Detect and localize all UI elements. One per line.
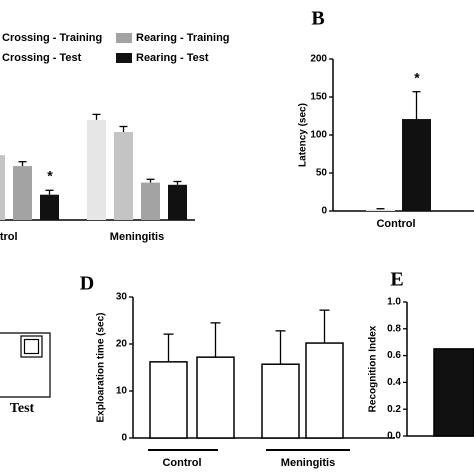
bar: [366, 209, 395, 211]
object-inner: [23, 338, 40, 355]
y-tick-label: 0.6: [387, 350, 401, 361]
bar: [40, 194, 59, 220]
y-tick-label: 0.0: [387, 431, 401, 442]
diagram-label: Test: [10, 401, 35, 416]
bar: [261, 363, 300, 439]
panel-c-diagram: Test: [0, 332, 51, 416]
y-tick-label: 20: [116, 339, 128, 350]
x-tick-label: Meningitis: [281, 457, 335, 469]
legend-label: Crossing - Training: [2, 32, 102, 44]
x-tick-label: Control: [0, 231, 18, 243]
bar: [141, 182, 160, 220]
legend-label: Rearing - Training: [136, 32, 230, 44]
y-tick-label: 0.4: [387, 377, 401, 388]
y-tick-label: 0: [321, 206, 327, 217]
bar: [87, 119, 106, 220]
bar: [13, 166, 32, 220]
bar: [196, 356, 235, 439]
y-axis-label: Latency (sec): [298, 103, 309, 167]
y-tick-label: 30: [116, 292, 128, 303]
bar: [149, 361, 188, 439]
legend-label: Rearing - Test: [136, 52, 209, 64]
object: [20, 335, 43, 358]
legend-label: Crossing - Test: [2, 52, 82, 64]
y-tick-label: 100: [310, 130, 327, 141]
bar: [305, 342, 344, 439]
y-tick-label: 1.0: [387, 297, 401, 308]
y-axis-label: Recognition Index: [368, 325, 379, 412]
y-tick-label: 0: [121, 433, 127, 444]
bar: [0, 155, 5, 220]
y-tick-label: 50: [316, 168, 328, 179]
panel-letter: E: [390, 269, 403, 291]
bar: [433, 348, 474, 437]
bar: [168, 184, 187, 220]
y-tick-label: 0.8: [387, 323, 401, 334]
legend-swatch: [116, 33, 132, 43]
annotation: *: [414, 70, 420, 86]
annotation: *: [47, 168, 53, 184]
x-tick-label: Meningitis: [110, 231, 164, 243]
x-tick-label: Control: [162, 457, 201, 469]
panel-letter: D: [80, 273, 94, 295]
y-axis-label: Exploaration time (sec): [96, 312, 107, 422]
bar: [402, 119, 431, 211]
panel-letter: B: [311, 8, 324, 30]
y-tick-label: 10: [116, 386, 128, 397]
x-tick-label: Control: [376, 218, 415, 230]
arena: [0, 332, 51, 398]
y-tick-label: 0.2: [387, 404, 401, 415]
legend-swatch: [116, 53, 132, 63]
y-tick-label: 150: [310, 92, 327, 103]
bar: [114, 132, 133, 220]
y-tick-label: 200: [310, 54, 327, 65]
